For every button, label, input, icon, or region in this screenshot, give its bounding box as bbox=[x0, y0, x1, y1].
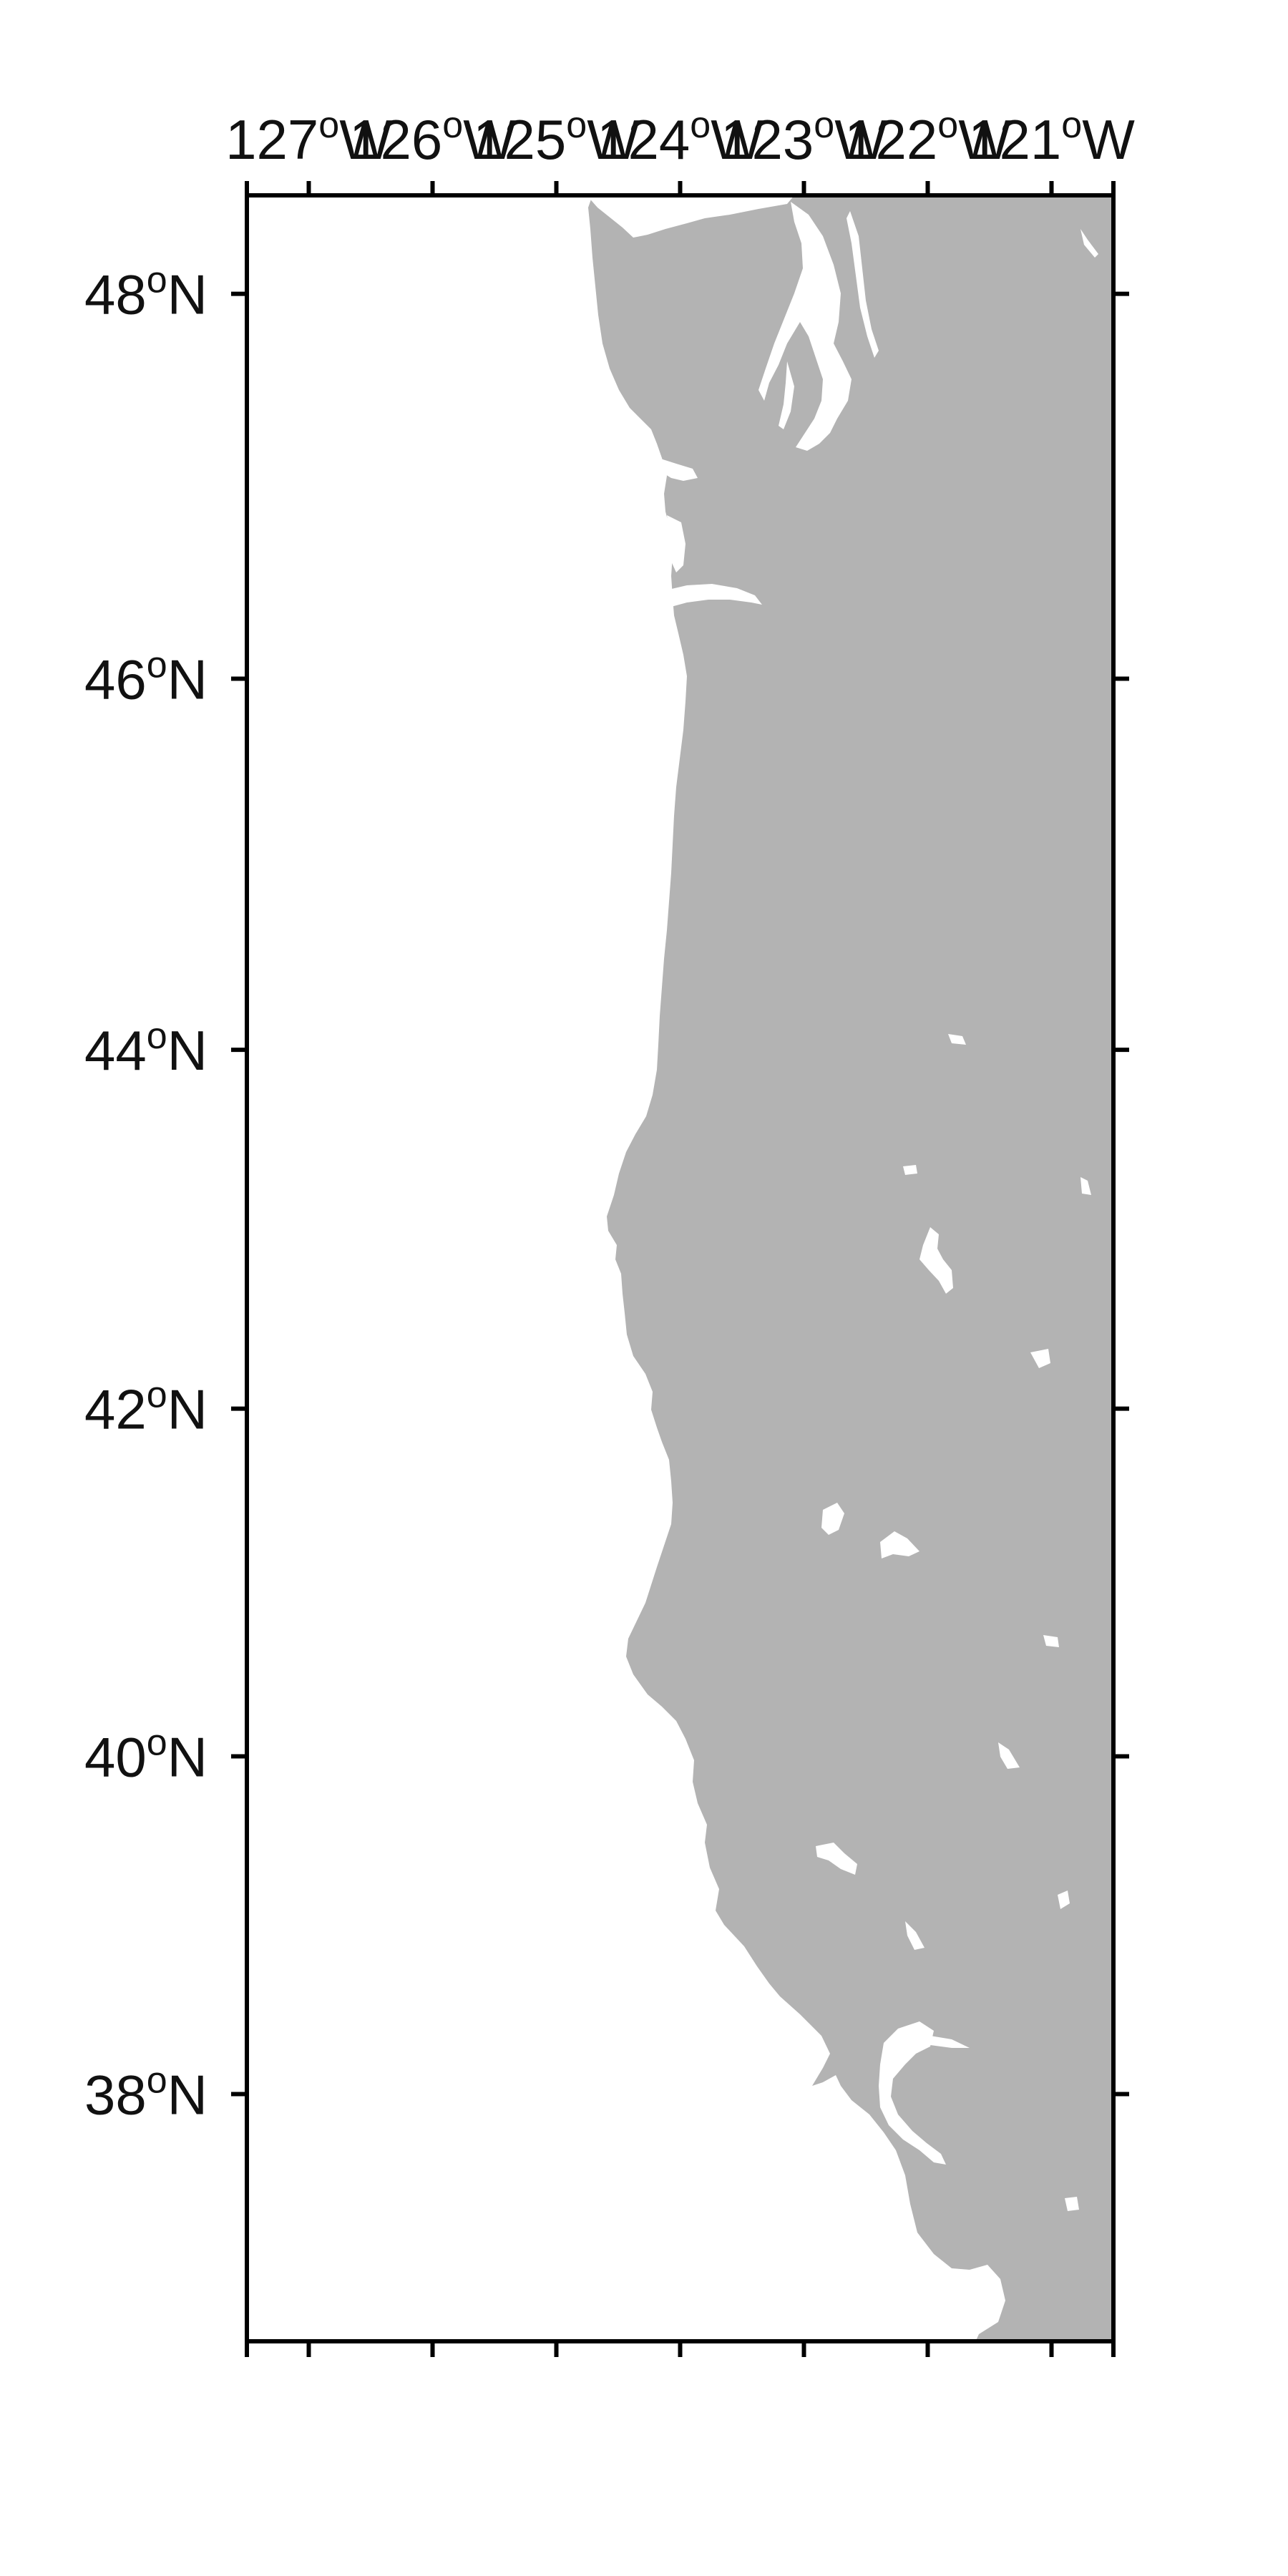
lon-label-124: 124oW bbox=[597, 104, 763, 171]
willapa-bay bbox=[667, 515, 686, 572]
clear-lake bbox=[816, 1843, 857, 1875]
san-pablo-bay bbox=[902, 2032, 970, 2048]
lon-label-122: 122oW bbox=[844, 104, 1011, 171]
lake-6 bbox=[998, 1742, 1020, 1769]
lake-9 bbox=[1065, 2197, 1079, 2211]
top-axis-ticks bbox=[245, 181, 1116, 195]
puget-sound bbox=[758, 202, 852, 451]
lake-3 bbox=[1030, 1349, 1050, 1368]
grays-harbor bbox=[658, 458, 698, 481]
lake-5 bbox=[1043, 1635, 1059, 1647]
lake-11 bbox=[1080, 229, 1098, 258]
lat-label-38: 38oN bbox=[84, 2059, 208, 2126]
humboldt-bay bbox=[634, 1553, 641, 1578]
hood-canal bbox=[779, 361, 794, 429]
coos-bay bbox=[630, 1082, 644, 1098]
left-axis-ticks bbox=[231, 291, 247, 2097]
lat-label-42: 42oN bbox=[84, 1375, 208, 1441]
lake-1 bbox=[948, 1034, 966, 1045]
shasta-lake bbox=[821, 1503, 844, 1535]
northern-sound-channel bbox=[847, 211, 879, 358]
map-area bbox=[247, 195, 1113, 2341]
lon-label-126: 126oW bbox=[349, 104, 516, 171]
lat-label-44: 44oN bbox=[84, 1015, 208, 1082]
left-axis-labels: 48oN 46oN 44oN 42oN 40oN 38oN bbox=[84, 260, 208, 2127]
lat-label-46: 46oN bbox=[84, 644, 208, 711]
san-francisco-bay bbox=[879, 2021, 946, 2165]
lake-8 bbox=[1058, 1890, 1070, 1909]
lake-7 bbox=[905, 1921, 924, 1950]
lon-label-123: 123oW bbox=[721, 104, 887, 171]
lat-label-40: 40oN bbox=[84, 1722, 208, 1789]
strait-of-juan-de-fuca bbox=[587, 195, 794, 238]
land-mass bbox=[588, 195, 1113, 2341]
lon-label-121: 121oW bbox=[968, 104, 1135, 171]
lake-10 bbox=[1080, 1177, 1091, 1195]
lake-4 bbox=[880, 1531, 919, 1558]
upper-klamath-lake bbox=[919, 1227, 953, 1294]
right-axis-ticks bbox=[1113, 291, 1129, 2097]
lon-label-127: 127oW bbox=[225, 104, 392, 171]
columbia-river bbox=[665, 584, 762, 607]
bottom-axis-ticks bbox=[245, 2341, 1116, 2357]
lat-label-48: 48oN bbox=[84, 260, 208, 326]
lon-label-125: 125oW bbox=[473, 104, 640, 171]
lake-2 bbox=[903, 1165, 917, 1175]
